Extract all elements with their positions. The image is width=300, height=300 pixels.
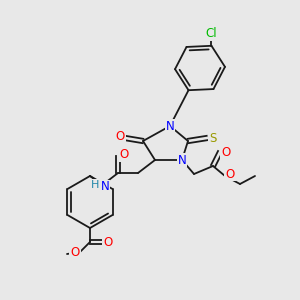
Text: H: H [91, 180, 99, 190]
Text: O: O [221, 146, 231, 158]
Text: N: N [166, 119, 174, 133]
Text: O: O [225, 167, 235, 181]
Text: O: O [70, 247, 80, 260]
Text: O: O [116, 130, 124, 143]
Text: O: O [119, 148, 129, 161]
Text: N: N [100, 181, 109, 194]
Text: Cl: Cl [206, 27, 217, 40]
Text: N: N [178, 154, 186, 166]
Text: O: O [103, 236, 112, 248]
Text: S: S [209, 131, 217, 145]
